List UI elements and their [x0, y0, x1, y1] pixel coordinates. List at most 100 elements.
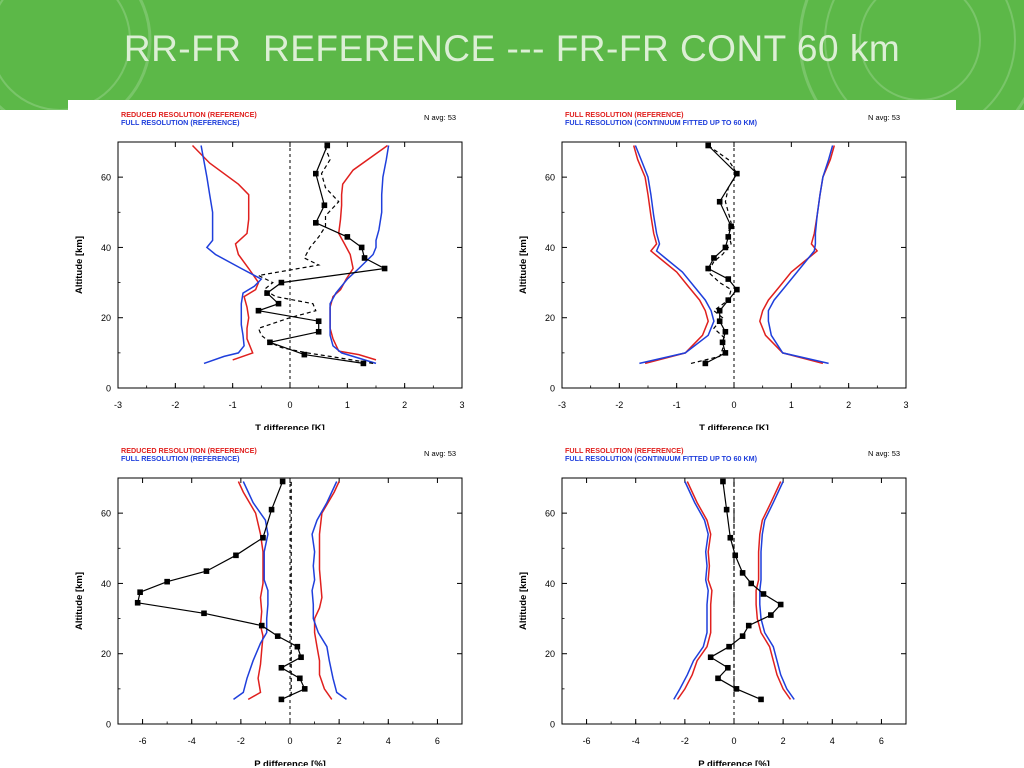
n-avg-label: N avg: 53 — [424, 449, 456, 458]
x-axis-label: P difference [%] — [698, 759, 770, 766]
series-line-blue — [233, 481, 269, 701]
y-tick-label: 20 — [545, 313, 555, 323]
series-line-blue — [759, 481, 795, 700]
x-tick-label: 1 — [345, 400, 350, 410]
data-point-marker — [739, 570, 746, 576]
data-point-marker — [203, 568, 210, 574]
data-point-marker — [258, 622, 265, 629]
data-point-marker — [722, 244, 729, 251]
x-tick-label: 3 — [903, 400, 908, 410]
series-line-black-dashed — [690, 145, 738, 364]
data-point-marker — [777, 601, 784, 608]
y-tick-label: 60 — [101, 509, 111, 519]
data-point-marker — [725, 664, 731, 671]
watermark-seal-left-icon — [0, 0, 152, 110]
y-tick-label: 60 — [545, 173, 555, 183]
y-tick-label: 60 — [101, 173, 111, 183]
chart-panel-top-left: REDUCED RESOLUTION (REFERENCE)FULL RESOL… — [74, 110, 465, 430]
data-point-marker — [716, 318, 723, 325]
series-line-red — [755, 481, 792, 700]
x-tick-label: -2 — [681, 736, 689, 746]
x-tick-label: -2 — [615, 400, 623, 410]
data-point-marker — [358, 244, 365, 251]
series-line-red — [191, 144, 260, 361]
chart-panel-top-right: FULL RESOLUTION (REFERENCE)FULL RESOLUTI… — [518, 110, 909, 430]
data-point-marker — [164, 578, 170, 585]
data-point-marker — [313, 170, 319, 177]
data-point-marker — [716, 307, 723, 314]
y-axis-label: Altitude [km] — [518, 572, 529, 630]
data-point-marker — [278, 696, 285, 703]
n-avg-label: N avg: 53 — [868, 449, 900, 458]
y-tick-label: 40 — [545, 579, 555, 589]
data-point-marker — [702, 360, 709, 367]
series-line-red — [329, 144, 388, 361]
x-tick-label: 6 — [879, 736, 884, 746]
series-line-blue — [767, 145, 834, 365]
data-point-marker — [324, 142, 331, 149]
data-point-marker — [315, 328, 322, 335]
x-tick-label: 0 — [287, 400, 292, 410]
y-axis-label: Altitude [km] — [518, 236, 529, 294]
chart-panel-bottom-right: FULL RESOLUTION (REFERENCE)FULL RESOLUTI… — [518, 446, 907, 766]
data-point-marker — [758, 696, 764, 703]
x-tick-label: 0 — [731, 736, 736, 746]
series-line-blue — [329, 145, 390, 365]
x-tick-label: -1 — [673, 400, 681, 410]
data-point-marker — [260, 534, 266, 541]
y-tick-label: 40 — [545, 243, 555, 253]
series-line-blue — [311, 481, 347, 701]
data-point-marker — [275, 300, 282, 307]
data-point-marker — [734, 286, 740, 293]
y-tick-label: 40 — [101, 243, 111, 253]
series-line-red — [313, 481, 340, 700]
chart-panel-bottom-left: REDUCED RESOLUTION (REFERENCE)FULL RESOL… — [74, 446, 463, 766]
data-point-marker — [760, 591, 767, 597]
legend-entry: FULL RESOLUTION (CONTINUUM FITTED UP TO … — [565, 118, 758, 127]
series-line-blue — [634, 145, 715, 365]
data-point-marker — [720, 478, 726, 485]
data-point-marker — [725, 276, 732, 282]
series-line-blue — [200, 145, 263, 365]
data-point-marker — [361, 255, 368, 261]
data-point-marker — [278, 664, 285, 671]
y-tick-label: 0 — [106, 384, 111, 394]
data-point-marker — [715, 675, 721, 682]
data-point-marker — [705, 142, 711, 149]
x-axis-label: T difference [K] — [255, 423, 325, 430]
x-tick-label: 4 — [830, 736, 835, 746]
figure-area — [68, 100, 956, 768]
y-tick-label: 20 — [101, 649, 111, 659]
legend-entry: FULL RESOLUTION (REFERENCE) — [565, 446, 684, 455]
x-tick-label: 2 — [781, 736, 786, 746]
x-tick-label: 2 — [337, 736, 342, 746]
legend-entry: FULL RESOLUTION (REFERENCE) — [121, 118, 240, 127]
y-tick-label: 20 — [545, 649, 555, 659]
data-point-marker — [723, 506, 730, 513]
y-tick-label: 0 — [550, 384, 555, 394]
y-axis-label: Altitude [km] — [74, 572, 85, 630]
data-point-marker — [233, 552, 239, 559]
series-line-red — [632, 145, 709, 365]
x-tick-label: -6 — [139, 736, 147, 746]
data-point-marker — [278, 279, 285, 286]
data-point-marker — [274, 633, 281, 639]
x-tick-label: 3 — [459, 400, 464, 410]
data-point-marker — [722, 328, 729, 335]
y-tick-label: 0 — [106, 720, 111, 730]
data-point-marker — [344, 234, 351, 240]
slide-header: RR-FR REFERENCE --- FR-FR CONT 60 km — [0, 0, 1024, 110]
x-tick-label: 6 — [435, 736, 440, 746]
y-tick-label: 60 — [545, 509, 555, 519]
legend-entry: REDUCED RESOLUTION (REFERENCE) — [121, 110, 257, 119]
data-point-marker — [297, 675, 303, 682]
data-point-marker — [360, 360, 367, 367]
slide-title: RR-FR REFERENCE --- FR-FR CONT 60 km — [123, 28, 901, 69]
series-line-blue — [673, 481, 709, 700]
x-tick-label: -2 — [171, 400, 179, 410]
x-tick-label: -3 — [558, 400, 566, 410]
legend-entry: REDUCED RESOLUTION (REFERENCE) — [121, 446, 257, 455]
series-line-black — [709, 481, 782, 700]
x-axis-label: T difference [K] — [699, 423, 769, 430]
x-tick-label: 0 — [287, 736, 292, 746]
